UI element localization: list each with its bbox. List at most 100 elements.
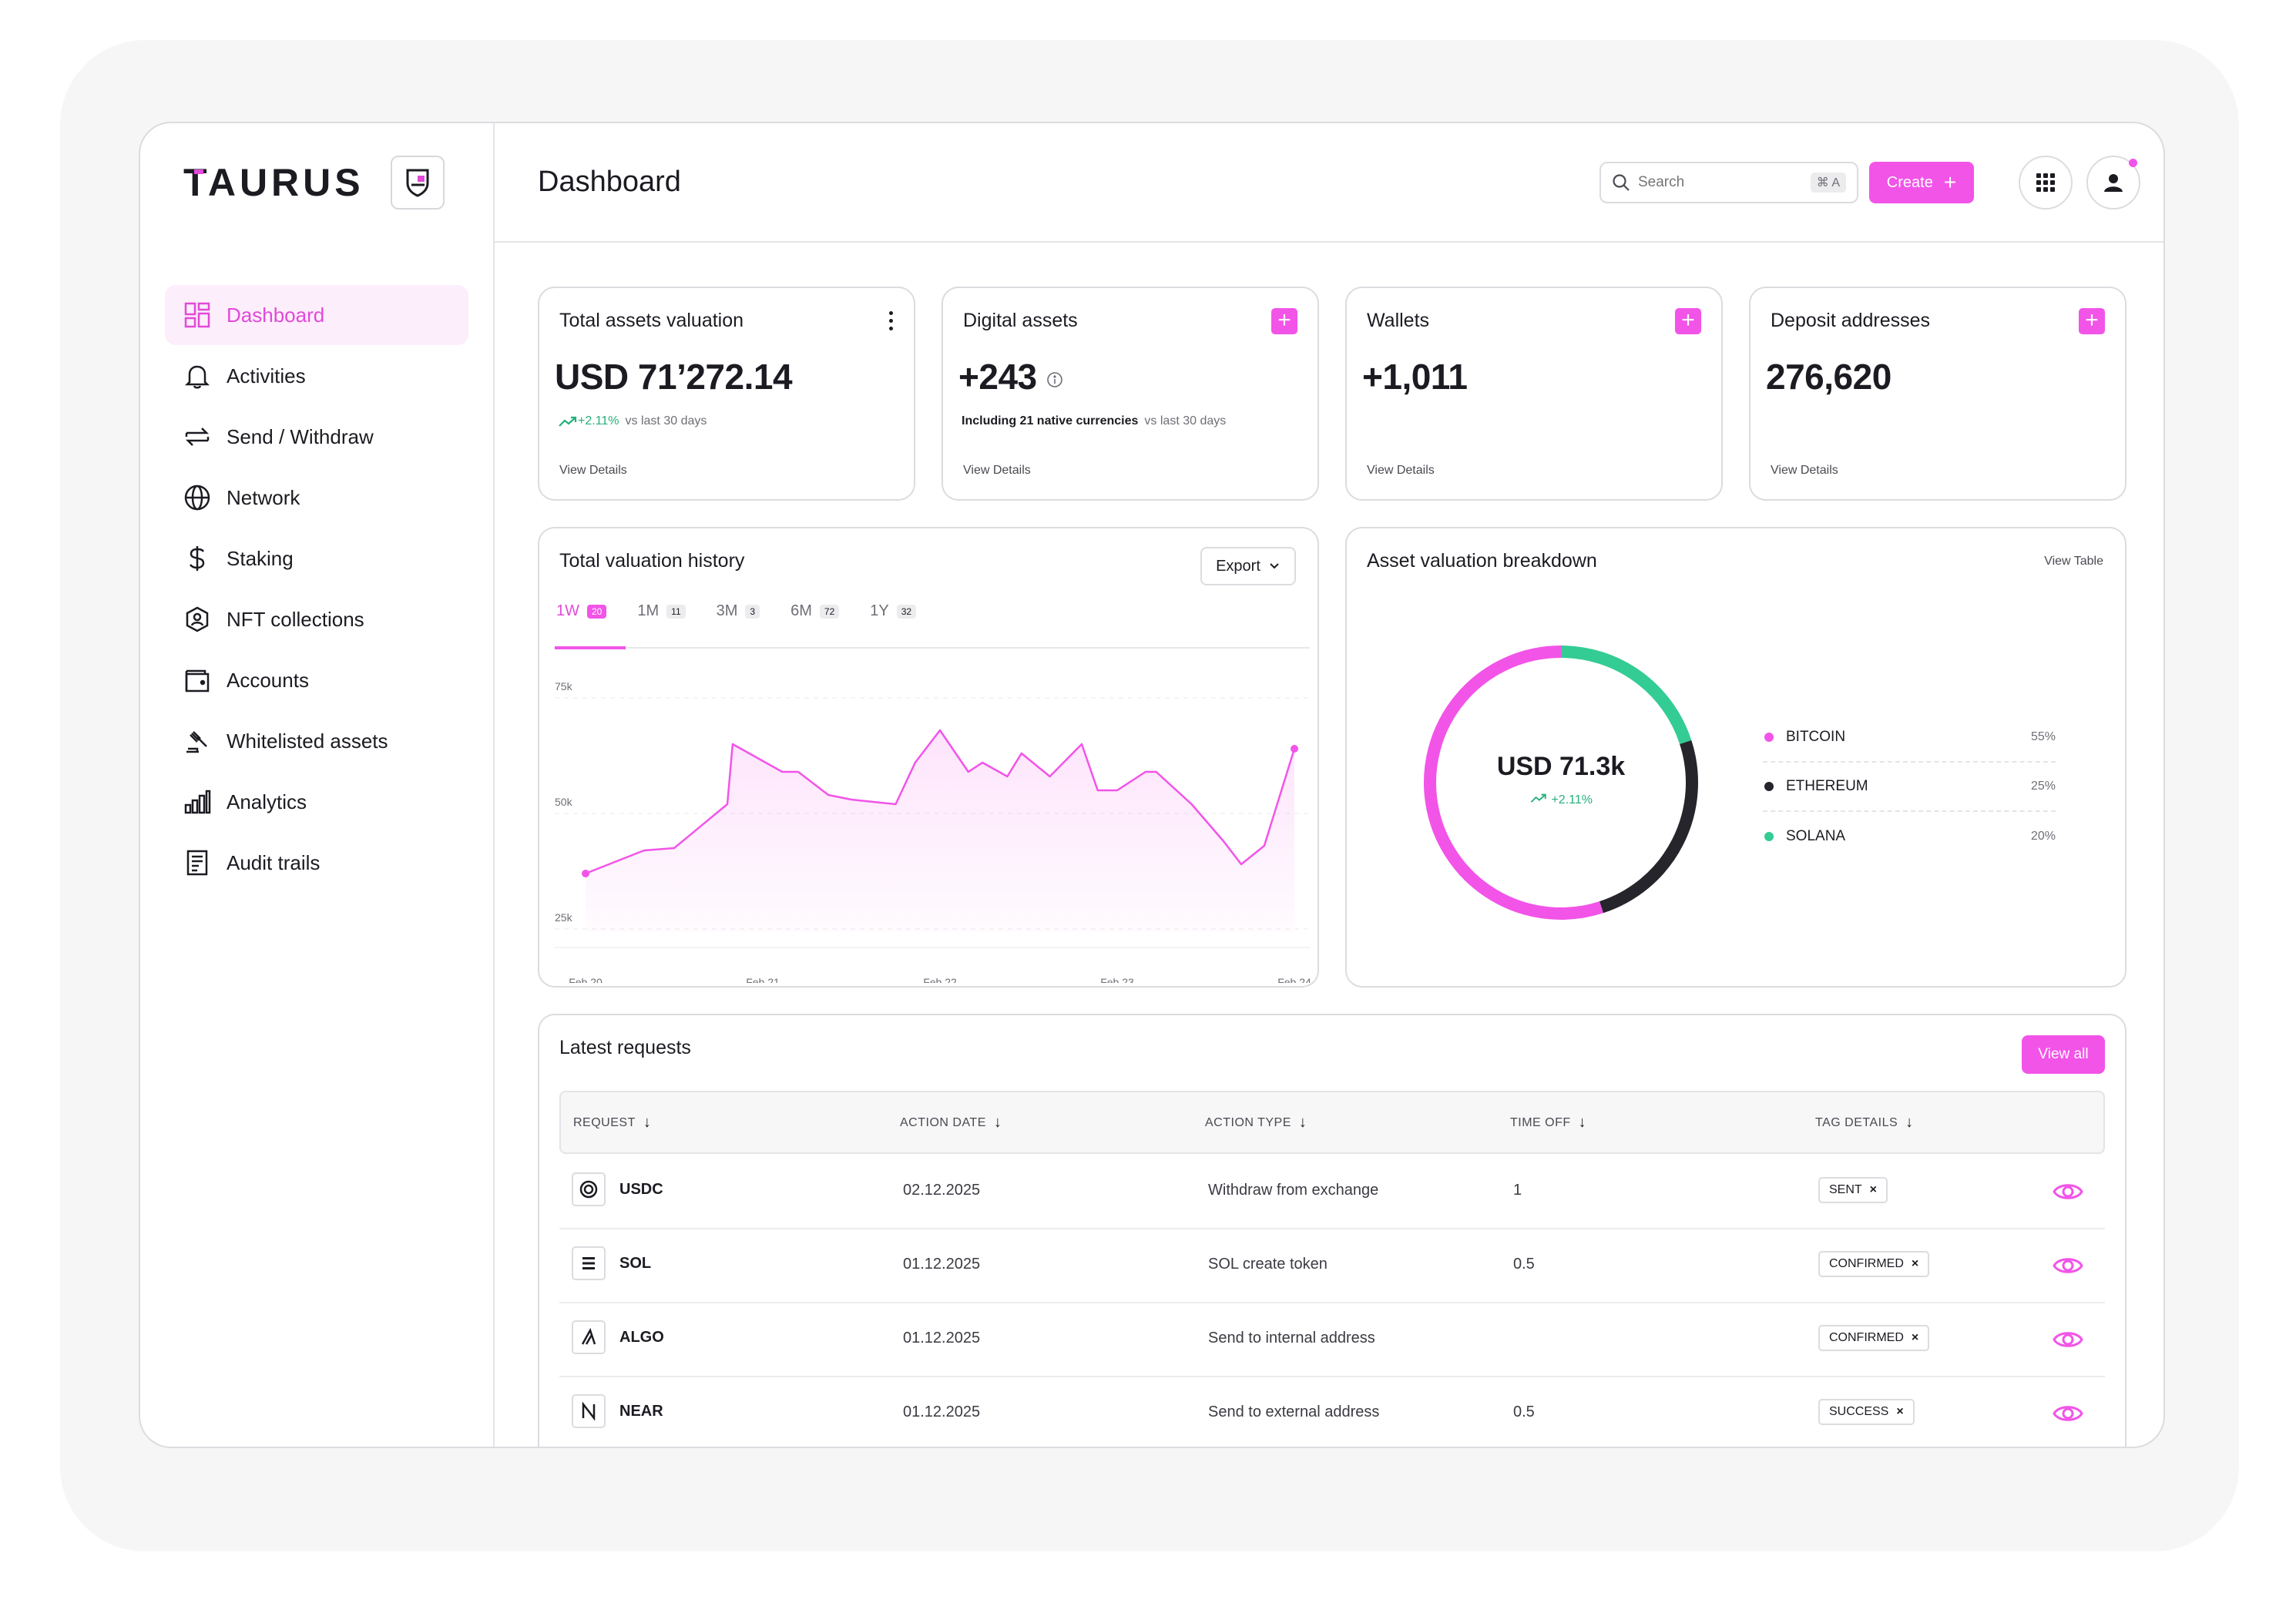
sidebar-item-label: Accounts bbox=[227, 668, 309, 692]
transfer-arrows-icon bbox=[182, 421, 213, 452]
request-asset: ALGO bbox=[572, 1320, 664, 1354]
column-header-request[interactable]: REQUEST ↓ bbox=[573, 1114, 652, 1131]
status-tag[interactable]: CONFIRMED × bbox=[1818, 1251, 1930, 1277]
view-eye-icon[interactable] bbox=[2053, 1326, 2083, 1353]
x-tick-label: Feb 23 bbox=[1100, 976, 1134, 983]
sidebar-item-analytics[interactable]: Analytics bbox=[165, 772, 468, 832]
info-icon[interactable] bbox=[1046, 371, 1063, 388]
brand-logo[interactable]: TAURUS bbox=[183, 161, 364, 204]
sidebar-item-accounts[interactable]: Accounts bbox=[165, 650, 468, 710]
donut-center: USD 71.3k +2.11% bbox=[1422, 752, 1700, 807]
view-eye-icon[interactable] bbox=[2053, 1179, 2083, 1205]
stat-card-digital-assets: Digital assets + +243 Including 21 nativ… bbox=[942, 287, 1319, 501]
status-tag[interactable]: SUCCESS × bbox=[1818, 1399, 1915, 1425]
sort-arrow-icon: ↓ bbox=[1905, 1114, 1914, 1131]
add-digital-asset-button[interactable]: + bbox=[1271, 308, 1297, 334]
tab-1m[interactable]: 1M 11 bbox=[636, 602, 686, 620]
asset-donut-chart bbox=[1424, 646, 1698, 920]
view-details-link[interactable]: View Details bbox=[1771, 464, 1838, 477]
donut-slice-solana bbox=[1560, 646, 1692, 744]
column-header-action-type[interactable]: ACTION TYPE ↓ bbox=[1205, 1114, 1307, 1131]
main-area: Dashboard ⌘ A Create + bbox=[495, 123, 2163, 1447]
search-shortcut: ⌘ A bbox=[1810, 173, 1846, 193]
search-box[interactable]: ⌘ A bbox=[1599, 162, 1858, 203]
stat-title: Deposit addresses bbox=[1771, 310, 1931, 331]
action-type: Withdraw from exchange bbox=[1208, 1182, 1379, 1199]
export-button[interactable]: Export bbox=[1200, 547, 1296, 585]
wallet-icon bbox=[182, 665, 213, 696]
shield-badge-button[interactable] bbox=[390, 156, 445, 210]
donut-total: USD 71.3k bbox=[1496, 752, 1626, 781]
card-title: Asset valuation breakdown bbox=[1367, 550, 1597, 572]
view-details-link[interactable]: View Details bbox=[963, 464, 1031, 477]
view-table-link[interactable]: View Table bbox=[2044, 555, 2103, 568]
stat-change: +2.11% vs last 30 days bbox=[558, 414, 707, 428]
legend-item-ethereum: ETHEREUM 25% bbox=[1763, 763, 2056, 812]
change-percent: +2.11% bbox=[578, 414, 619, 428]
request-asset: SOL bbox=[572, 1246, 651, 1280]
document-icon bbox=[182, 847, 213, 878]
sidebar-item-label: Analytics bbox=[227, 790, 307, 813]
y-tick-label: 50k bbox=[555, 796, 573, 808]
tab-1w[interactable]: 1W 20 bbox=[555, 602, 608, 620]
remove-tag-icon: × bbox=[1869, 1183, 1878, 1196]
x-tick-label: Feb 21 bbox=[746, 976, 780, 983]
sidebar-nav: Dashboard Activities Send / Withdraw bbox=[165, 285, 468, 894]
apps-grid-button[interactable] bbox=[2019, 156, 2073, 210]
topbar: Dashboard ⌘ A Create + bbox=[495, 123, 2163, 243]
action-date: 01.12.2025 bbox=[903, 1403, 981, 1420]
chart-point bbox=[1291, 745, 1298, 753]
valuation-history-card: Total valuation history Export 1W 20 1M 11… bbox=[538, 527, 1319, 988]
stat-card-deposit-addresses: Deposit addresses + 276,620 View Details bbox=[1749, 287, 2126, 501]
view-all-button[interactable]: View all bbox=[2022, 1035, 2105, 1074]
table-row[interactable]: SOL 01.12.2025 SOL create token 0.5 CONF… bbox=[559, 1229, 2105, 1303]
page-title: Dashboard bbox=[538, 166, 681, 198]
sidebar-item-staking[interactable]: Staking bbox=[165, 528, 468, 589]
more-options-icon[interactable] bbox=[888, 311, 894, 333]
chevron-down-icon bbox=[1270, 563, 1279, 569]
sidebar-item-whitelisted-assets[interactable]: Whitelisted assets bbox=[165, 711, 468, 771]
search-input[interactable] bbox=[1638, 174, 1815, 191]
table-row[interactable]: ALGO 01.12.2025 Send to internal address… bbox=[559, 1303, 2105, 1377]
stat-value: +1,011 bbox=[1362, 357, 1468, 397]
donut-slice-bitcoin bbox=[1424, 646, 1603, 920]
time-off: 0.5 bbox=[1513, 1403, 1535, 1420]
status-tag[interactable]: SENT × bbox=[1818, 1177, 1888, 1203]
sidebar-item-nft-collections[interactable]: NFT collections bbox=[165, 589, 468, 649]
change-period: vs last 30 days bbox=[1144, 414, 1227, 428]
user-avatar-button[interactable] bbox=[2086, 156, 2140, 210]
tab-1y[interactable]: 1Y 32 bbox=[868, 602, 918, 620]
sidebar-item-network[interactable]: Network bbox=[165, 468, 468, 528]
sidebar-item-label: NFT collections bbox=[227, 607, 364, 631]
sidebar-item-label: Activities bbox=[227, 364, 306, 387]
column-header-time-off[interactable]: TIME OFF ↓ bbox=[1510, 1114, 1587, 1131]
legend-percent: 55% bbox=[2030, 730, 2056, 743]
sidebar-item-dashboard[interactable]: Dashboard bbox=[165, 285, 468, 345]
sidebar-item-send-withdraw[interactable]: Send / Withdraw bbox=[165, 407, 468, 467]
sidebar-item-activities[interactable]: Activities bbox=[165, 346, 468, 406]
x-tick-label: Feb 20 bbox=[569, 976, 603, 983]
legend-item-bitcoin: BITCOIN 55% bbox=[1763, 713, 2056, 763]
chart-point bbox=[582, 870, 589, 877]
tab-3m[interactable]: 3M 3 bbox=[715, 602, 761, 620]
view-eye-icon[interactable] bbox=[2053, 1400, 2083, 1427]
view-details-link[interactable]: View Details bbox=[559, 464, 627, 477]
stat-title: Wallets bbox=[1367, 310, 1430, 331]
create-button[interactable]: Create + bbox=[1869, 162, 1974, 203]
column-header-tag-details[interactable]: TAG DETAILS ↓ bbox=[1815, 1114, 1914, 1131]
view-eye-icon[interactable] bbox=[2053, 1253, 2083, 1279]
add-wallet-button[interactable]: + bbox=[1675, 308, 1701, 334]
view-details-link[interactable]: View Details bbox=[1367, 464, 1435, 477]
status-tag[interactable]: CONFIRMED × bbox=[1818, 1325, 1930, 1351]
table-row[interactable]: NEAR 01.12.2025 Send to external address… bbox=[559, 1377, 2105, 1447]
sidebar-item-audit-trails[interactable]: Audit trails bbox=[165, 833, 468, 893]
column-header-action-date[interactable]: ACTION DATE ↓ bbox=[900, 1114, 1002, 1131]
table-row[interactable]: USDC 02.12.2025 Withdraw from exchange 1… bbox=[559, 1155, 2105, 1229]
change-period: vs last 30 days bbox=[625, 414, 707, 428]
sidebar: TAURUS Dashboard bbox=[140, 123, 495, 1447]
shield-icon bbox=[406, 169, 429, 197]
action-type: Send to internal address bbox=[1208, 1330, 1375, 1346]
range-tabs: 1W 20 1M 11 3M 3 6M 72 1Y 32 bbox=[555, 602, 945, 620]
tab-6m[interactable]: 6M 72 bbox=[789, 602, 841, 620]
add-deposit-address-button[interactable]: + bbox=[2079, 308, 2105, 334]
